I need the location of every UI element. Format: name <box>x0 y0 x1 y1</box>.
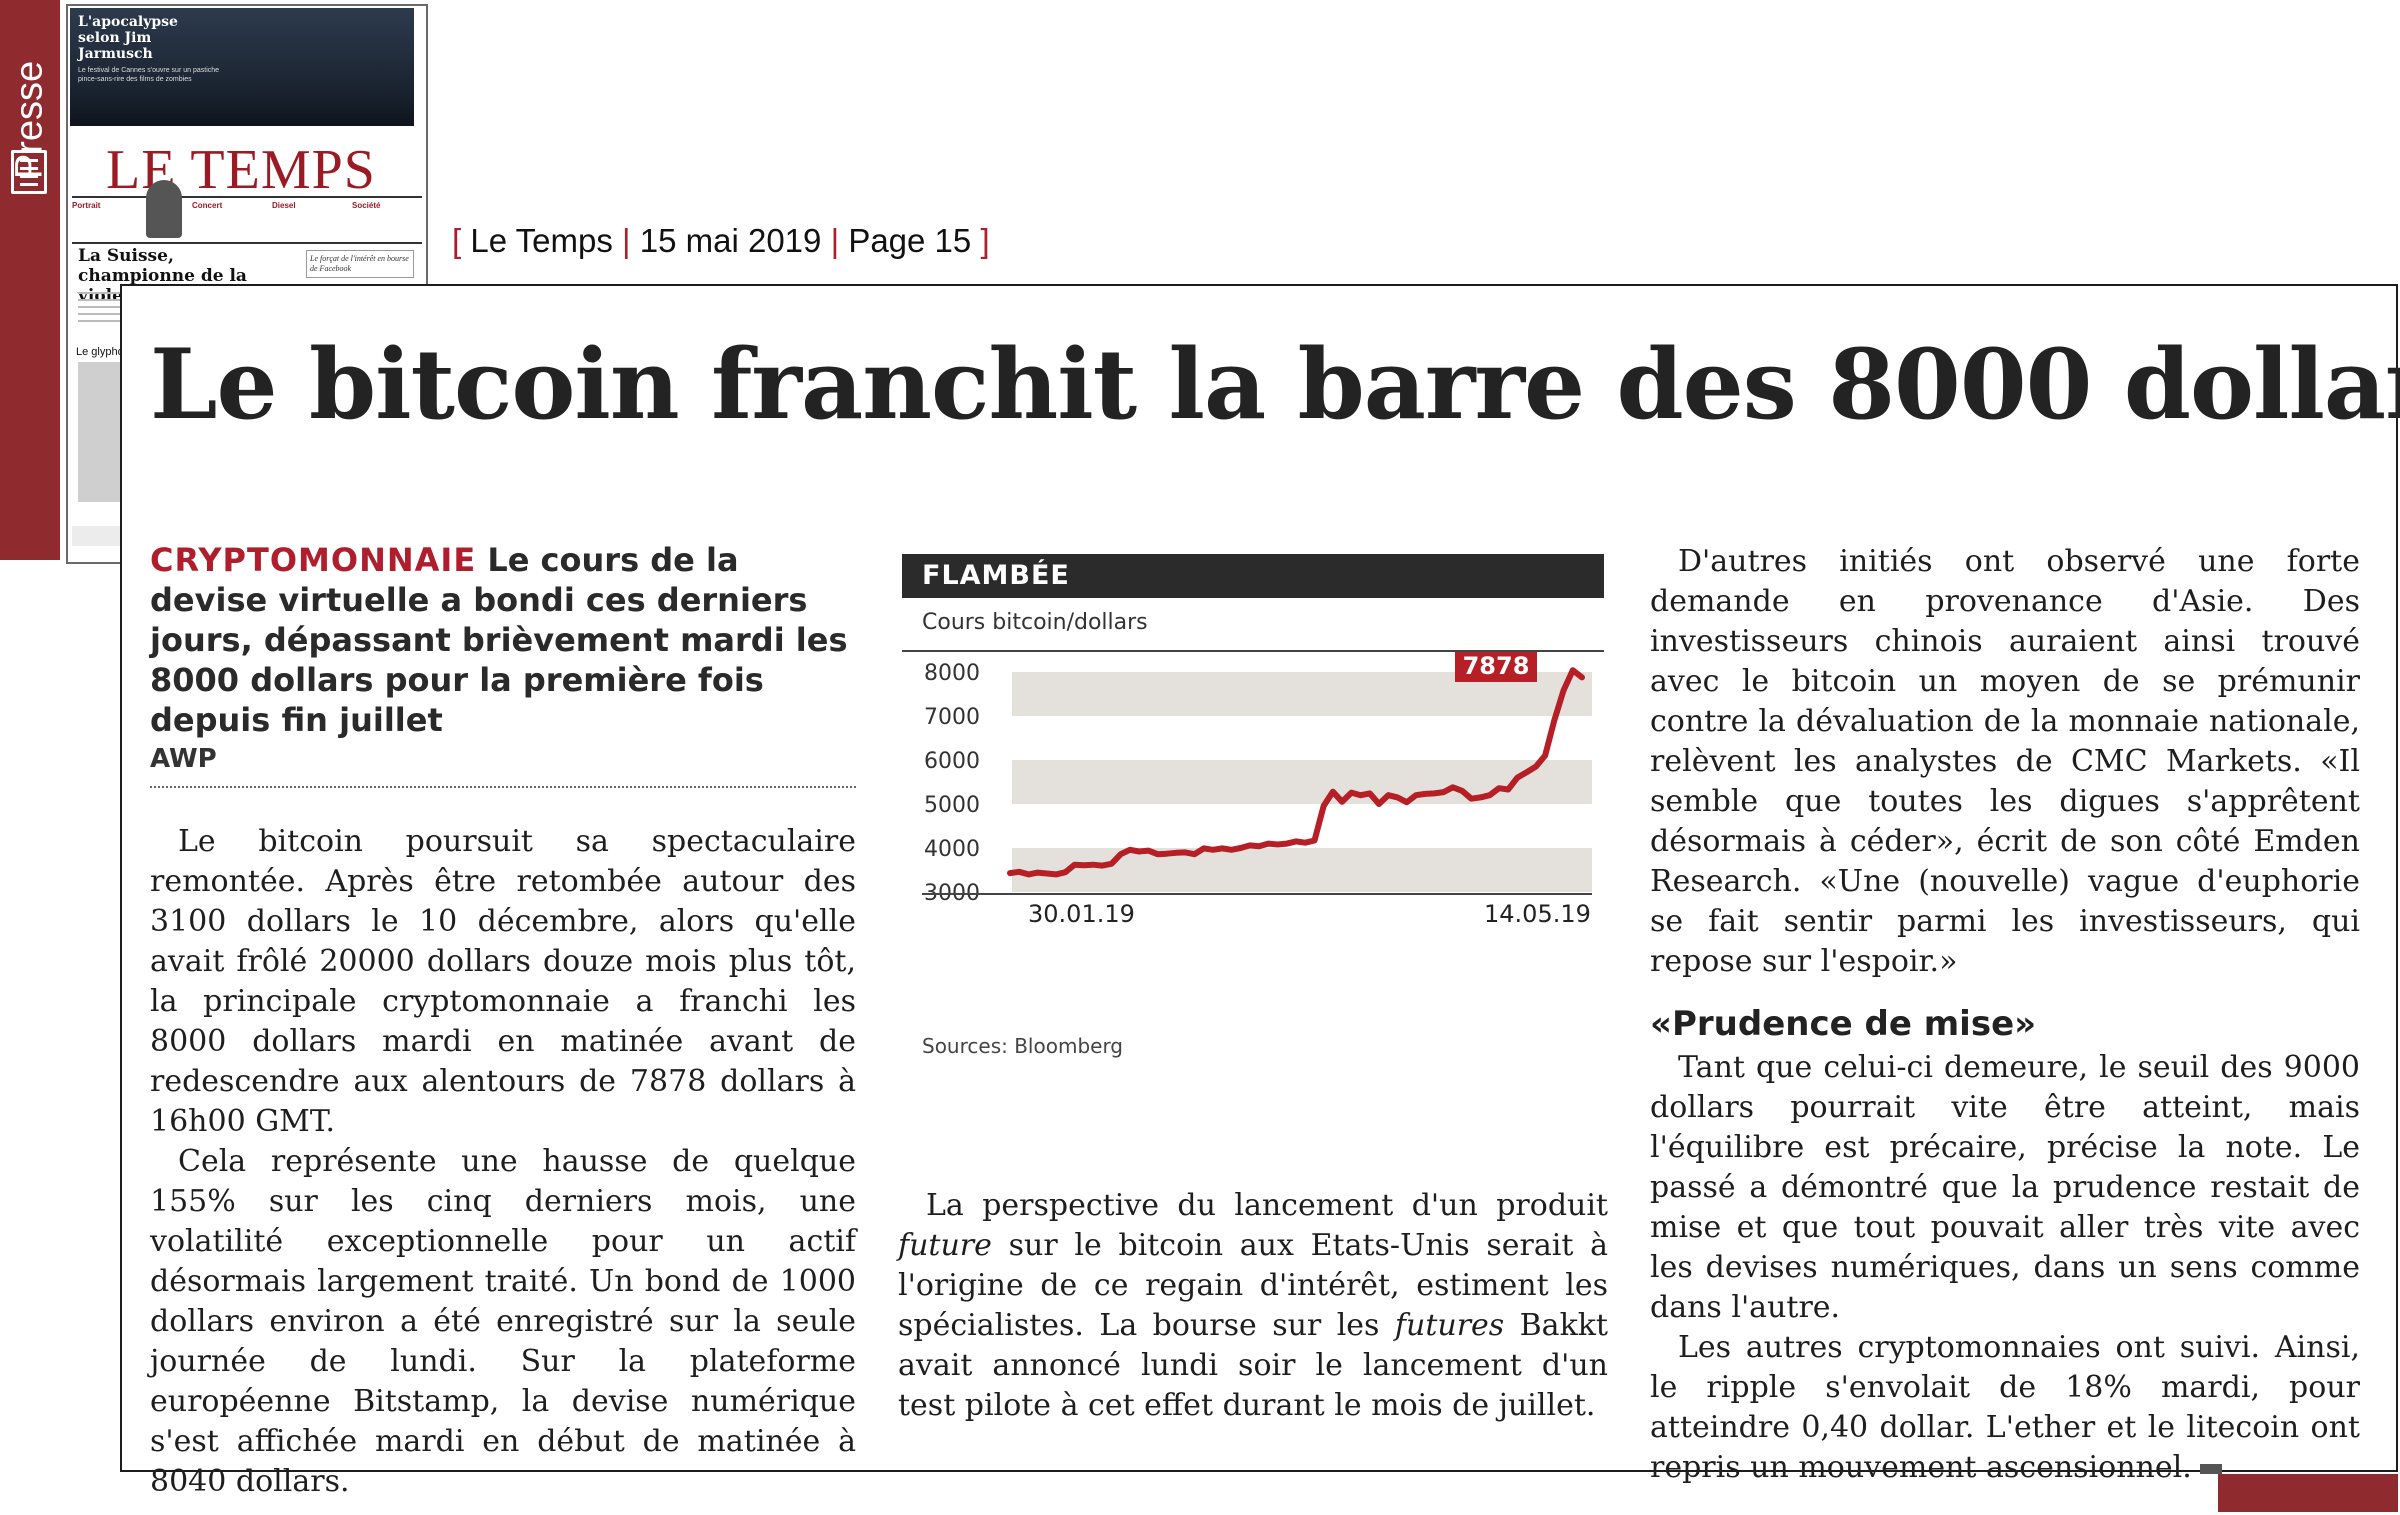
citation-source: Le Temps <box>470 222 612 259</box>
article-headline: Le bitcoin franchit la barre des 8000 do… <box>150 328 2400 441</box>
y-tick-label: 5000 <box>924 793 980 818</box>
thumbnail-photo-text: Le festival de Cannes s'ouvre sur un pas… <box>78 66 228 84</box>
article-paragraph: D'autres initiés ont observé une forte d… <box>1650 542 2360 982</box>
thumbnail-photo: L'apocalypse selon Jim Jarmusch Le festi… <box>70 8 414 126</box>
article-lead: CRYPTOMONNAIE Le cours de la devise virt… <box>150 540 850 740</box>
y-tick-label: 7000 <box>924 705 980 730</box>
thumbnail-col-title: Portrait <box>72 202 100 210</box>
thumbnail-divider <box>72 196 422 198</box>
y-tick-label: 4000 <box>924 837 980 862</box>
chart-plot: 30004000500060007000800030.01.1914.05.19… <box>902 652 1604 972</box>
citation-bracket: [ <box>452 222 461 259</box>
grid-band <box>1012 848 1592 892</box>
corner-accent <box>2218 1474 2398 1512</box>
x-tick-label: 30.01.19 <box>1028 900 1135 928</box>
byline-divider <box>150 786 856 788</box>
article-paragraph: Tant que celui-ci demeure, le seuil des … <box>1650 1048 2360 1328</box>
citation-line: [ Le Temps | 15 mai 2019 | Page 15 ] <box>452 222 990 260</box>
text-run: La perspective du lancement d'un produit <box>926 1188 1608 1223</box>
article-paragraph: Cela représente une hausse de quelque 15… <box>150 1142 856 1502</box>
thumbnail-col-title: Société <box>352 202 380 210</box>
article-paragraph: La perspective du lancement d'un produit… <box>898 1186 1608 1426</box>
article-frame: Le bitcoin franchit la barre des 8000 do… <box>120 284 2398 1472</box>
chart-subtitle: Cours bitcoin/dollars <box>922 610 1148 635</box>
y-tick-label: 6000 <box>924 749 980 774</box>
thumbnail-columns: Portrait Concert Diesel Société <box>72 202 422 244</box>
article-byline: AWP <box>150 744 217 774</box>
thumbnail-section-label: Le glypho <box>76 346 124 358</box>
grid-band <box>1012 760 1592 804</box>
article-column-1: Le bitcoin poursuit sa spectaculaire rem… <box>150 822 856 1502</box>
thumbnail-col-title: Concert <box>192 202 222 210</box>
citation-separator: | <box>831 222 840 259</box>
value-badge-label: 7878 <box>1463 652 1530 680</box>
text-run: Les autres cryptomonnaies ont suivi. Ain… <box>1650 1330 2360 1485</box>
thumbnail-side-box: Le forçat de l'intérêt en bourse de Face… <box>306 250 414 278</box>
chart-source: Sources: Bloomberg <box>922 1034 1123 1058</box>
newspaper-icon <box>11 150 47 194</box>
bitcoin-chart: FLAMBÉE Cours bitcoin/dollars 3000400050… <box>902 554 1604 884</box>
text-run-italic: futures <box>1395 1308 1504 1343</box>
article-paragraph: Le bitcoin poursuit sa spectaculaire rem… <box>150 822 856 1142</box>
x-tick-label: 14.05.19 <box>1484 900 1591 928</box>
citation-page: Page 15 <box>848 222 971 259</box>
y-tick-label: 8000 <box>924 661 980 686</box>
citation-separator: | <box>622 222 631 259</box>
thumbnail-col-title: Diesel <box>272 202 296 210</box>
thumbnail-divider <box>72 242 422 244</box>
chart-banner: FLAMBÉE <box>902 554 1604 598</box>
presse-sidebar-tab[interactable]: Presse <box>0 0 60 560</box>
citation-date: 15 mai 2019 <box>640 222 822 259</box>
thumbnail-photo-title: L'apocalypse selon Jim Jarmusch <box>78 14 198 62</box>
article-paragraph: Les autres cryptomonnaies ont suivi. Ain… <box>1650 1328 2360 1488</box>
end-mark-icon <box>2200 1464 2222 1474</box>
article-subhead: «Prudence de mise» <box>1650 1002 2360 1046</box>
article-column-2: La perspective du lancement d'un produit… <box>898 1186 1608 1426</box>
article-kicker: CRYPTOMONNAIE <box>150 541 476 579</box>
text-run-italic: future <box>898 1228 992 1263</box>
citation-bracket: ] <box>980 222 989 259</box>
article-column-3: D'autres initiés ont observé une forte d… <box>1650 542 2360 1488</box>
